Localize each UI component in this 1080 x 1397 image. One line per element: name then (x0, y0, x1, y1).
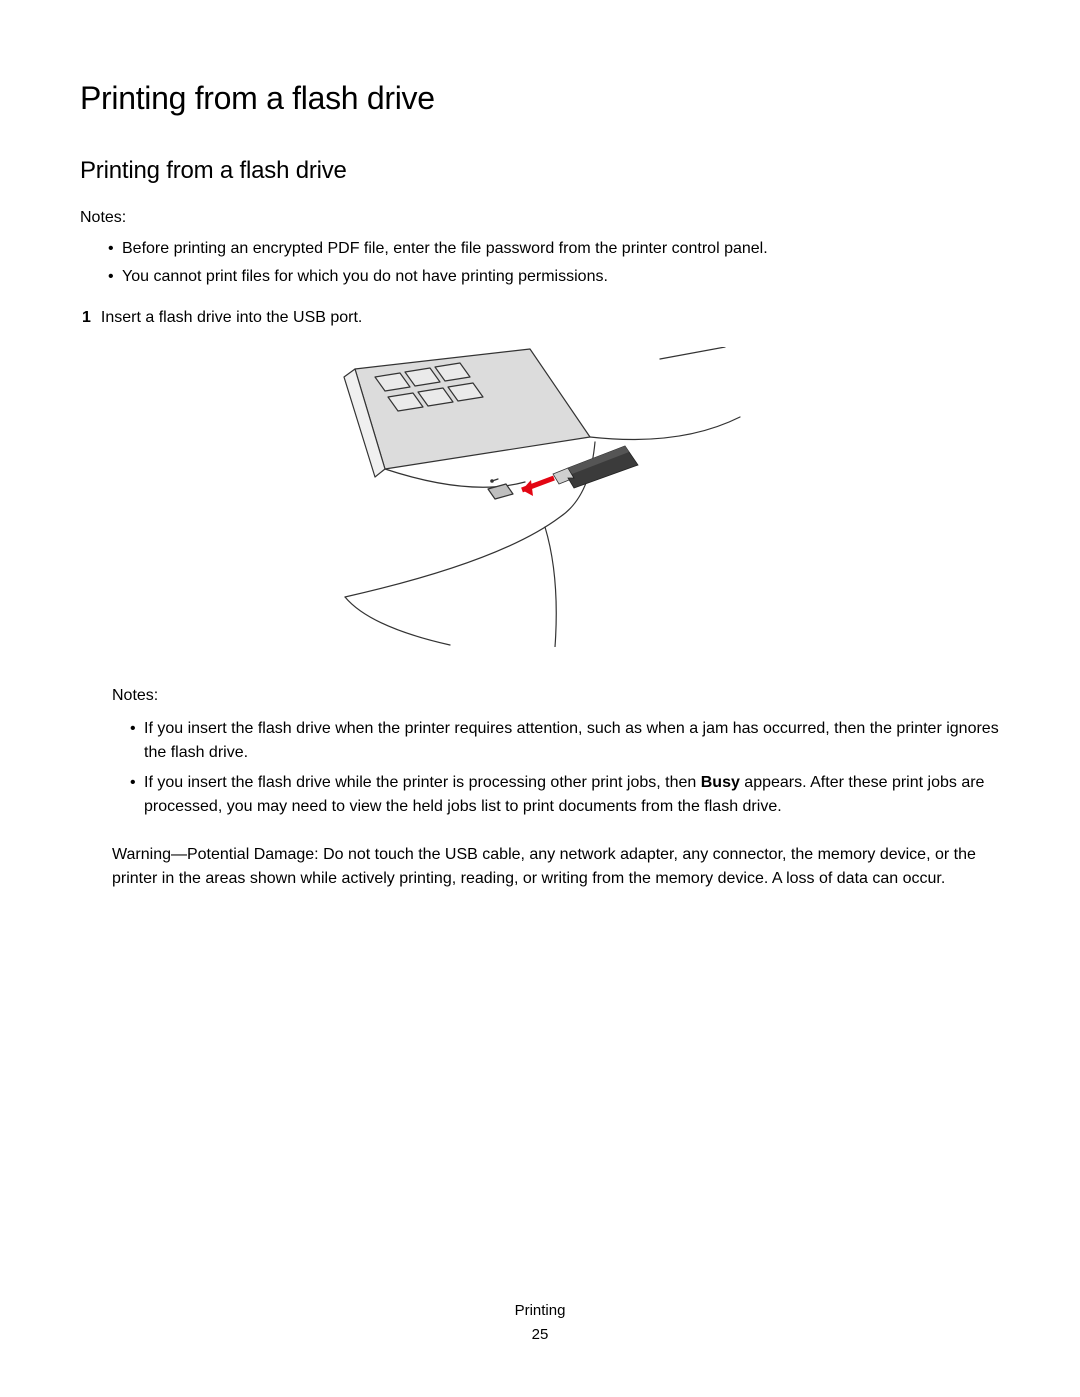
page-footer: Printing 25 (0, 1299, 1080, 1347)
list-item: Before printing an encrypted PDF file, e… (108, 237, 1000, 261)
step-number: 1 (82, 309, 91, 327)
notes-label-step: Notes: (112, 687, 1000, 705)
warning-label: Warning—Potential Damage: (112, 846, 323, 863)
list-item: If you insert the flash drive when the p… (130, 717, 1000, 765)
list-item: If you insert the flash drive while the … (130, 771, 1000, 819)
page-title: Printing from a flash drive (80, 80, 1000, 117)
text-span: If you insert the flash drive while the … (144, 774, 701, 791)
step-text: Insert a flash drive into the USB port. (101, 309, 362, 327)
busy-text: Busy (701, 774, 740, 791)
usb-insert-illustration (330, 347, 750, 647)
list-item: You cannot print files for which you do … (108, 265, 1000, 289)
section-heading: Printing from a flash drive (80, 157, 1000, 185)
footer-page-number: 25 (0, 1323, 1080, 1347)
warning-paragraph: Warning—Potential Damage: Do not touch t… (112, 843, 1000, 891)
flash-drive-icon (553, 446, 638, 488)
arrow-icon (522, 478, 554, 496)
notes-list-top: Before printing an encrypted PDF file, e… (80, 237, 1000, 289)
step-notes-block: Notes: If you insert the flash drive whe… (112, 687, 1000, 891)
notes-list-step: If you insert the flash drive when the p… (112, 717, 1000, 819)
step-1: 1 Insert a flash drive into the USB port… (82, 309, 1000, 327)
footer-section-name: Printing (0, 1299, 1080, 1323)
notes-label-top: Notes: (80, 209, 1000, 227)
